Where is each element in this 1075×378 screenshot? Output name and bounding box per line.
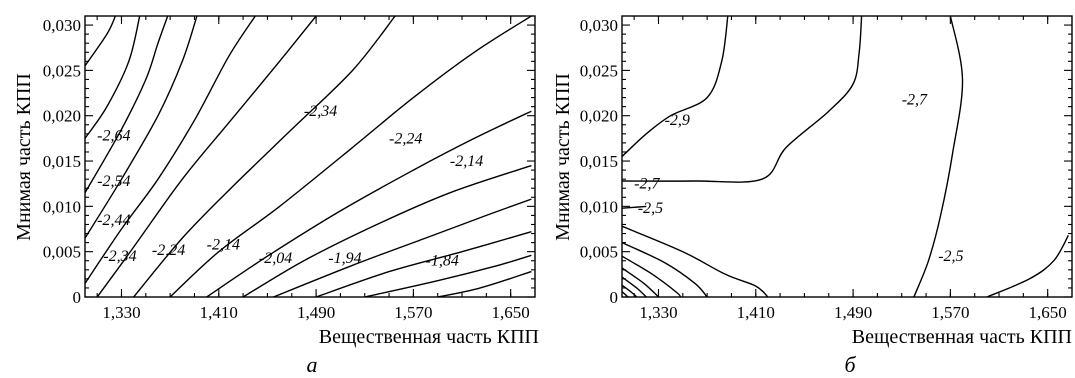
contour-label: -2,14 [450, 153, 483, 170]
contour-line [622, 225, 769, 297]
contour-line [622, 267, 659, 297]
contour-label: -2,14 [207, 236, 240, 253]
contour-line [622, 284, 638, 297]
contour-line [622, 241, 708, 297]
contour-label: -2,04 [259, 250, 292, 267]
x-tick-label: 1,570 [394, 303, 432, 322]
x-tick-label: 1,650 [1029, 303, 1067, 322]
y-axis-label-a: Мнимая часть КПП [13, 73, 35, 241]
contour-label: -2,24 [152, 242, 185, 259]
panel-label-a: а [307, 352, 318, 377]
contour-line [622, 255, 682, 297]
y-tick-label: 0,010 [43, 197, 81, 216]
x-tick-label: 1,410 [200, 303, 238, 322]
contour-label: -2,7 [902, 91, 928, 108]
contour-label: -2,7 [634, 176, 660, 193]
contour-line [85, 16, 256, 284]
contour-line [206, 110, 532, 297]
contour-line [315, 231, 532, 297]
contour-line [85, 16, 169, 194]
x-tick-label: 1,650 [492, 303, 530, 322]
contour-line [242, 164, 532, 297]
contour-label: -2,54 [97, 173, 130, 190]
contour-label: -2,64 [97, 128, 130, 145]
y-axis-label-b: Мнимая часть КПП [552, 73, 574, 241]
contour-label: -1,84 [426, 253, 459, 270]
contour-line [622, 276, 647, 297]
contour-label: -1,94 [328, 250, 361, 267]
y-tick-label: 0,015 [43, 152, 81, 171]
x-axis-label-a: Вещественная часть КПП [319, 326, 539, 348]
x-tick-label: 1,490 [297, 303, 335, 322]
contour-line [986, 235, 1070, 297]
contour-label: -2,34 [103, 248, 136, 265]
y-tick-label: 0 [73, 288, 82, 307]
contour-line [96, 16, 317, 297]
x-tick-label: 1,330 [639, 303, 677, 322]
contour-line [622, 205, 647, 209]
x-tick-label: 1,570 [931, 303, 969, 322]
contour-line [273, 198, 532, 297]
y-tick-label: 0,025 [43, 61, 81, 80]
contour-label: -2,9 [665, 112, 690, 129]
panel-label-b: б [844, 352, 856, 377]
y-tick-label: 0,020 [580, 107, 618, 126]
contour-line [622, 16, 863, 183]
contour-label: -2,24 [389, 130, 422, 147]
contour-line [913, 16, 964, 297]
contour-line [85, 16, 117, 67]
x-tick-label: 1,330 [102, 303, 140, 322]
contour-line [364, 254, 532, 297]
contour-line [85, 16, 141, 139]
y-tick-label: 0,020 [43, 107, 81, 126]
y-tick-label: 0,030 [43, 16, 81, 35]
contour-line [622, 291, 629, 297]
y-tick-label: 0,015 [580, 152, 618, 171]
contour-line [133, 16, 396, 297]
contour-label: -2,5 [938, 248, 963, 265]
y-tick-label: 0,025 [580, 61, 618, 80]
y-tick-label: 0 [610, 288, 619, 307]
contour-line [622, 16, 729, 158]
contour-line [437, 270, 532, 297]
y-tick-label: 0,005 [43, 243, 81, 262]
x-tick-label: 1,490 [834, 303, 872, 322]
y-tick-label: 0,030 [580, 16, 618, 35]
x-tick-label: 1,410 [737, 303, 775, 322]
contour-label: -2,34 [304, 103, 337, 120]
contour-label: -2,5 [638, 200, 663, 217]
contour-line [169, 16, 532, 297]
plot-frame-a [84, 15, 536, 298]
contour-line [85, 16, 198, 239]
contour-label: -2,44 [97, 212, 130, 229]
contour-plot-b: 1,330 1,410 1,490 1,570 1,650 0 0,005 0,010 0,01… [552, 15, 1073, 377]
y-tick-label: 0,010 [580, 197, 618, 216]
y-tick-label: 0,005 [580, 243, 618, 262]
x-axis-label-b: Вещественная часть КПП [852, 326, 1072, 348]
contour-plot-a: 1,330 1,410 1,490 1,570 1,650 0 0,005 0,010 0,01… [13, 15, 539, 377]
